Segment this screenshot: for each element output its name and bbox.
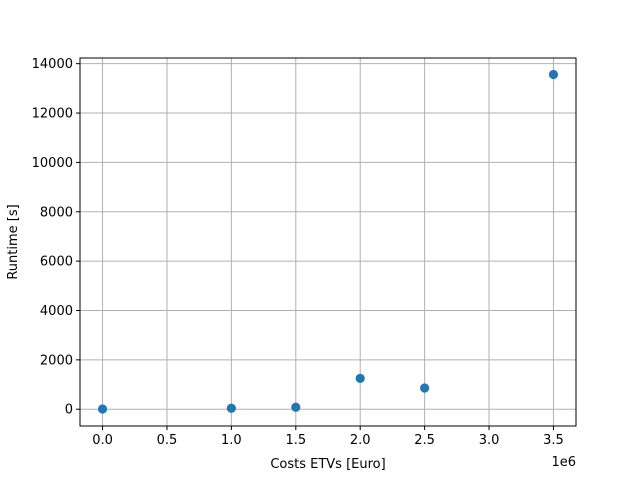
x-tick-label: 1.0 (221, 433, 242, 448)
data-point (355, 373, 365, 383)
axis-ticks (76, 63, 554, 430)
y-tick-label: 6000 (40, 255, 73, 270)
x-tick-labels: 0.0 0.5 1.0 1.5 2.0 2.5 3.0 3.5 (92, 433, 564, 448)
x-tick-label: 0.5 (157, 433, 178, 448)
y-tick-label: 14000 (32, 57, 73, 72)
x-offset-label: 1e6 (551, 455, 576, 470)
data-point (226, 403, 236, 413)
x-axis-label: Costs ETVs [Euro] (270, 457, 385, 472)
grid-lines (80, 58, 576, 426)
data-point (420, 383, 430, 393)
y-tick-label: 8000 (40, 205, 73, 220)
data-point (291, 402, 301, 412)
y-axis-label: Runtime [s] (6, 204, 21, 279)
data-point (548, 69, 559, 80)
x-tick-label: 3.5 (543, 433, 564, 448)
x-tick-label: 0.0 (92, 433, 113, 448)
data-points (97, 69, 559, 414)
y-tick-label: 4000 (40, 304, 73, 319)
y-tick-label: 12000 (32, 107, 73, 122)
y-tick-label: 2000 (40, 353, 73, 368)
y-tick-labels: 0 2000 4000 6000 8000 10000 12000 14000 (32, 57, 73, 418)
x-tick-label: 1.5 (285, 433, 306, 448)
x-tick-label: 3.0 (479, 433, 500, 448)
x-tick-label: 2.5 (414, 433, 435, 448)
plot-frame (79, 57, 577, 427)
data-point (97, 404, 108, 414)
y-tick-label: 10000 (32, 156, 73, 171)
y-tick-label: 0 (65, 403, 73, 418)
x-tick-label: 2.0 (350, 433, 371, 448)
